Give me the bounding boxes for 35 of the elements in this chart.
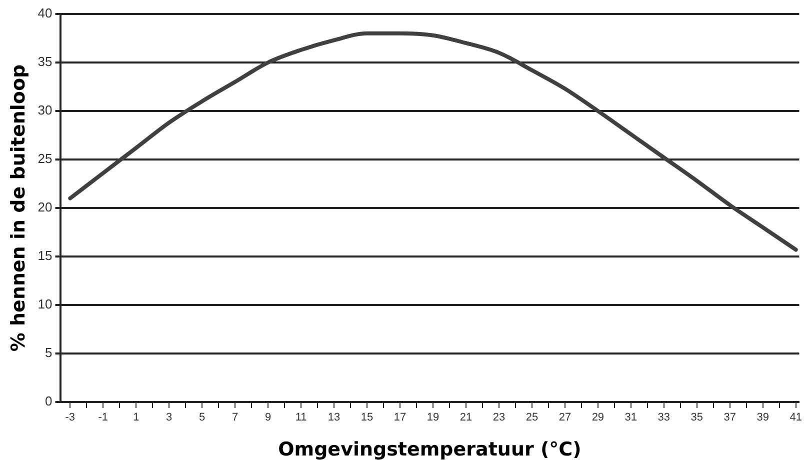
y-tick-label: 35 <box>38 54 52 70</box>
x-tick-label: 17 <box>394 412 406 424</box>
x-tick-label: 23 <box>492 412 506 424</box>
y-tick-label: 0 <box>45 394 52 409</box>
x-tick-label: 3 <box>166 412 172 424</box>
x-tick-label: 29 <box>592 412 604 424</box>
line-series <box>68 31 798 252</box>
x-tick-label: 25 <box>526 412 538 424</box>
x-tick-label: 13 <box>328 412 340 424</box>
x-tick-label: 27 <box>558 412 572 424</box>
x-tick-label: 15 <box>360 412 374 424</box>
y-tick-label: 10 <box>38 296 52 312</box>
x-tick-label: 19 <box>426 412 440 424</box>
x-tick-label: 11 <box>295 412 307 424</box>
x-tick-label: 5 <box>199 412 206 424</box>
y-tick-label: 15 <box>38 248 52 264</box>
x-tick-label: 41 <box>790 412 802 424</box>
y-tick-label: 5 <box>45 345 52 360</box>
x-tick-label: 39 <box>756 412 770 424</box>
x-tick-label: -3 <box>65 412 76 424</box>
y-tick-label: 25 <box>38 151 52 166</box>
x-tick-label: -1 <box>98 412 108 424</box>
y-axis-title: % hennen in de buitenloop <box>7 64 30 352</box>
x-tick-label: 21 <box>460 412 472 424</box>
x-axis-title: Omgevingstemperatuur (°C) <box>278 438 582 461</box>
x-tick-label: 31 <box>624 412 638 424</box>
x-tick-label: 7 <box>232 412 238 424</box>
x-tick-label: 1 <box>133 412 140 424</box>
x-tick-label: 35 <box>690 412 704 424</box>
x-tick-label: 37 <box>724 412 736 424</box>
y-tick-label: 20 <box>38 200 52 215</box>
x-tick-label: 9 <box>265 412 272 424</box>
y-tick-label: 40 <box>38 6 52 21</box>
y-tick-label: 30 <box>38 102 52 118</box>
x-tick-label: 33 <box>658 412 670 424</box>
